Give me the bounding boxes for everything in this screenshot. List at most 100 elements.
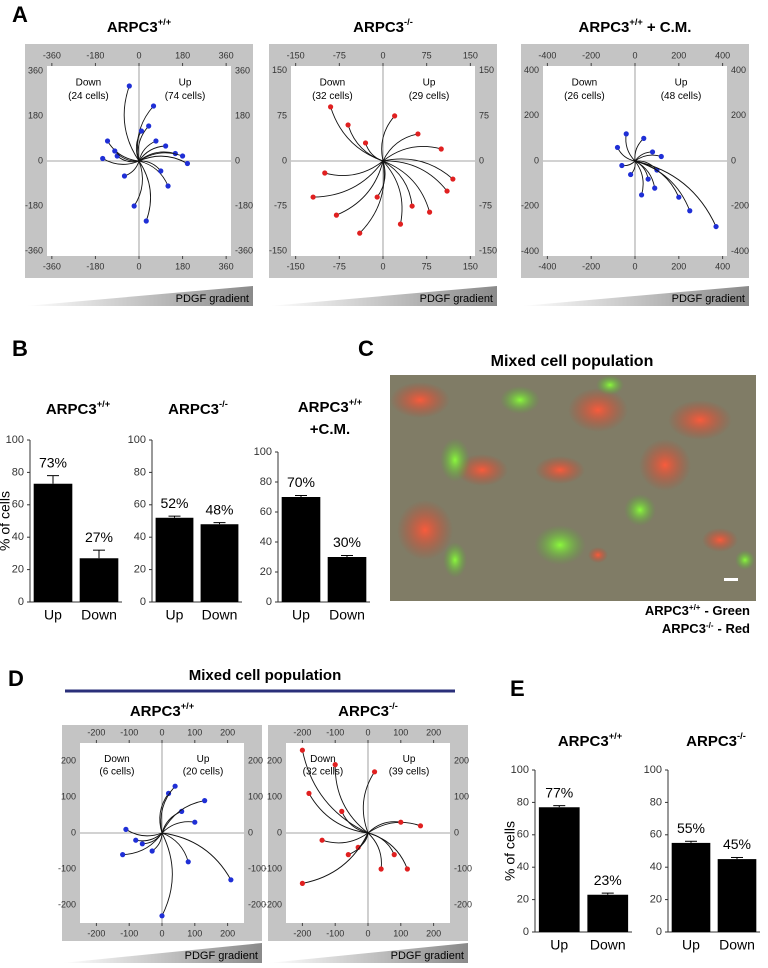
endpoint — [614, 144, 621, 151]
endpoint — [444, 188, 450, 194]
trajectory — [367, 821, 401, 834]
gradient-label: PDGF gradient — [176, 293, 249, 305]
y-tick-label: 75 — [277, 110, 287, 120]
endpoint — [150, 103, 157, 109]
x-tick-label: 100 — [393, 928, 408, 938]
title-text: ARPC3 — [338, 703, 389, 720]
title-superscript: +/+ — [349, 397, 363, 407]
trajectory — [161, 800, 205, 834]
x-tick-label: 75 — [422, 261, 432, 271]
trajectory — [359, 160, 385, 234]
trajectory — [161, 821, 195, 834]
trajectory — [138, 145, 166, 162]
y-tick-label: 180 — [235, 110, 250, 120]
endpoint — [362, 140, 369, 146]
endpoint — [100, 155, 106, 162]
y-tick-label: 60 — [650, 829, 662, 841]
panel-letter: C — [358, 336, 374, 361]
y-tick-label: -100 — [264, 863, 282, 873]
trajectory — [381, 115, 395, 162]
panel-letter: E — [510, 676, 525, 701]
trajectory — [382, 160, 448, 192]
bar — [79, 558, 119, 602]
x-tick-label: 400 — [715, 50, 730, 60]
y-tick-label: 60 — [12, 499, 24, 511]
y-tick-label: 40 — [134, 531, 146, 543]
quadrant-count: (29 cells) — [409, 91, 450, 102]
y-tick-label: 20 — [134, 564, 146, 576]
endpoint — [121, 173, 128, 179]
x-tick-label: 0 — [365, 727, 370, 737]
x-tick-label: 0 — [136, 50, 141, 60]
y-tick-label: 0 — [454, 827, 459, 837]
title-superscript: -/- — [389, 701, 398, 711]
endpoint — [327, 104, 334, 110]
trajectory — [138, 152, 183, 162]
trajectory — [102, 158, 140, 165]
y-tick-label: -200 — [248, 899, 266, 909]
endpoint — [676, 194, 682, 200]
title-text: ARPC3 — [353, 19, 404, 36]
value-label: 52% — [160, 495, 188, 511]
endpoint — [319, 837, 325, 843]
x-tick-label: Down — [719, 937, 755, 953]
endpoint — [172, 783, 178, 789]
x-tick-label: 0 — [159, 928, 164, 938]
y-tick-label: -200 — [731, 201, 749, 211]
quadrant-label: Down — [104, 754, 130, 765]
x-tick-label: -400 — [538, 261, 556, 271]
gradient-wedge — [268, 943, 468, 963]
y-tick-label: -100 — [58, 863, 76, 873]
endpoint — [619, 162, 625, 169]
quadrant-label: Down — [76, 78, 102, 89]
y-tick-label: -200 — [521, 201, 539, 211]
x-tick-label: 200 — [426, 727, 441, 737]
y-tick-label: 360 — [235, 65, 250, 75]
y-tick-label: 200 — [524, 110, 539, 120]
title-text: ARPC3 — [130, 703, 181, 720]
trajectory — [122, 832, 163, 856]
y-tick-label: 60 — [134, 499, 146, 511]
trajectory — [135, 130, 142, 162]
endpoint — [149, 848, 155, 854]
gradient-label: PDGF gradient — [420, 293, 493, 305]
trajectory — [161, 832, 232, 881]
trajectory — [382, 160, 431, 213]
endpoint — [355, 844, 361, 851]
trajectory — [321, 832, 369, 844]
y-tick-label: 100 — [248, 791, 263, 801]
quadrant-count: (6 cells) — [99, 766, 134, 777]
x-tick-label: 180 — [175, 50, 190, 60]
y-tick-label: 100 — [128, 434, 146, 446]
y-tick-label: 40 — [12, 531, 24, 543]
legend-entry: ARPC3+/+ - Green — [645, 603, 750, 619]
y-tick-label: 20 — [12, 564, 24, 576]
y-tick-label: 0 — [235, 155, 240, 165]
y-tick-label: 0 — [18, 596, 24, 608]
endpoint — [153, 138, 159, 144]
y-tick-label: -360 — [235, 245, 253, 255]
x-tick-label: 0 — [632, 50, 637, 60]
value-label: 23% — [594, 872, 622, 888]
y-axis-label: % of cells — [502, 821, 518, 881]
trajectory — [634, 160, 656, 189]
quadrant-label: Up — [403, 754, 416, 765]
x-tick-label: -75 — [333, 50, 346, 60]
x-tick-label: 200 — [671, 50, 686, 60]
quadrant-label: Up — [197, 754, 210, 765]
endpoint — [392, 113, 398, 119]
endpoint — [345, 852, 351, 858]
endpoint — [126, 83, 132, 89]
trajectory — [125, 829, 163, 837]
x-tick-label: -100 — [326, 928, 344, 938]
x-tick-label: Up — [166, 607, 184, 623]
endpoint — [658, 153, 664, 160]
x-tick-label: Down — [329, 607, 365, 623]
trajectory — [133, 160, 143, 207]
panel-letter: A — [12, 2, 28, 27]
trajectory — [138, 155, 188, 164]
panel-letter: B — [12, 336, 28, 361]
x-tick-label: Up — [292, 607, 310, 623]
gradient-label: PDGF gradient — [391, 950, 464, 962]
